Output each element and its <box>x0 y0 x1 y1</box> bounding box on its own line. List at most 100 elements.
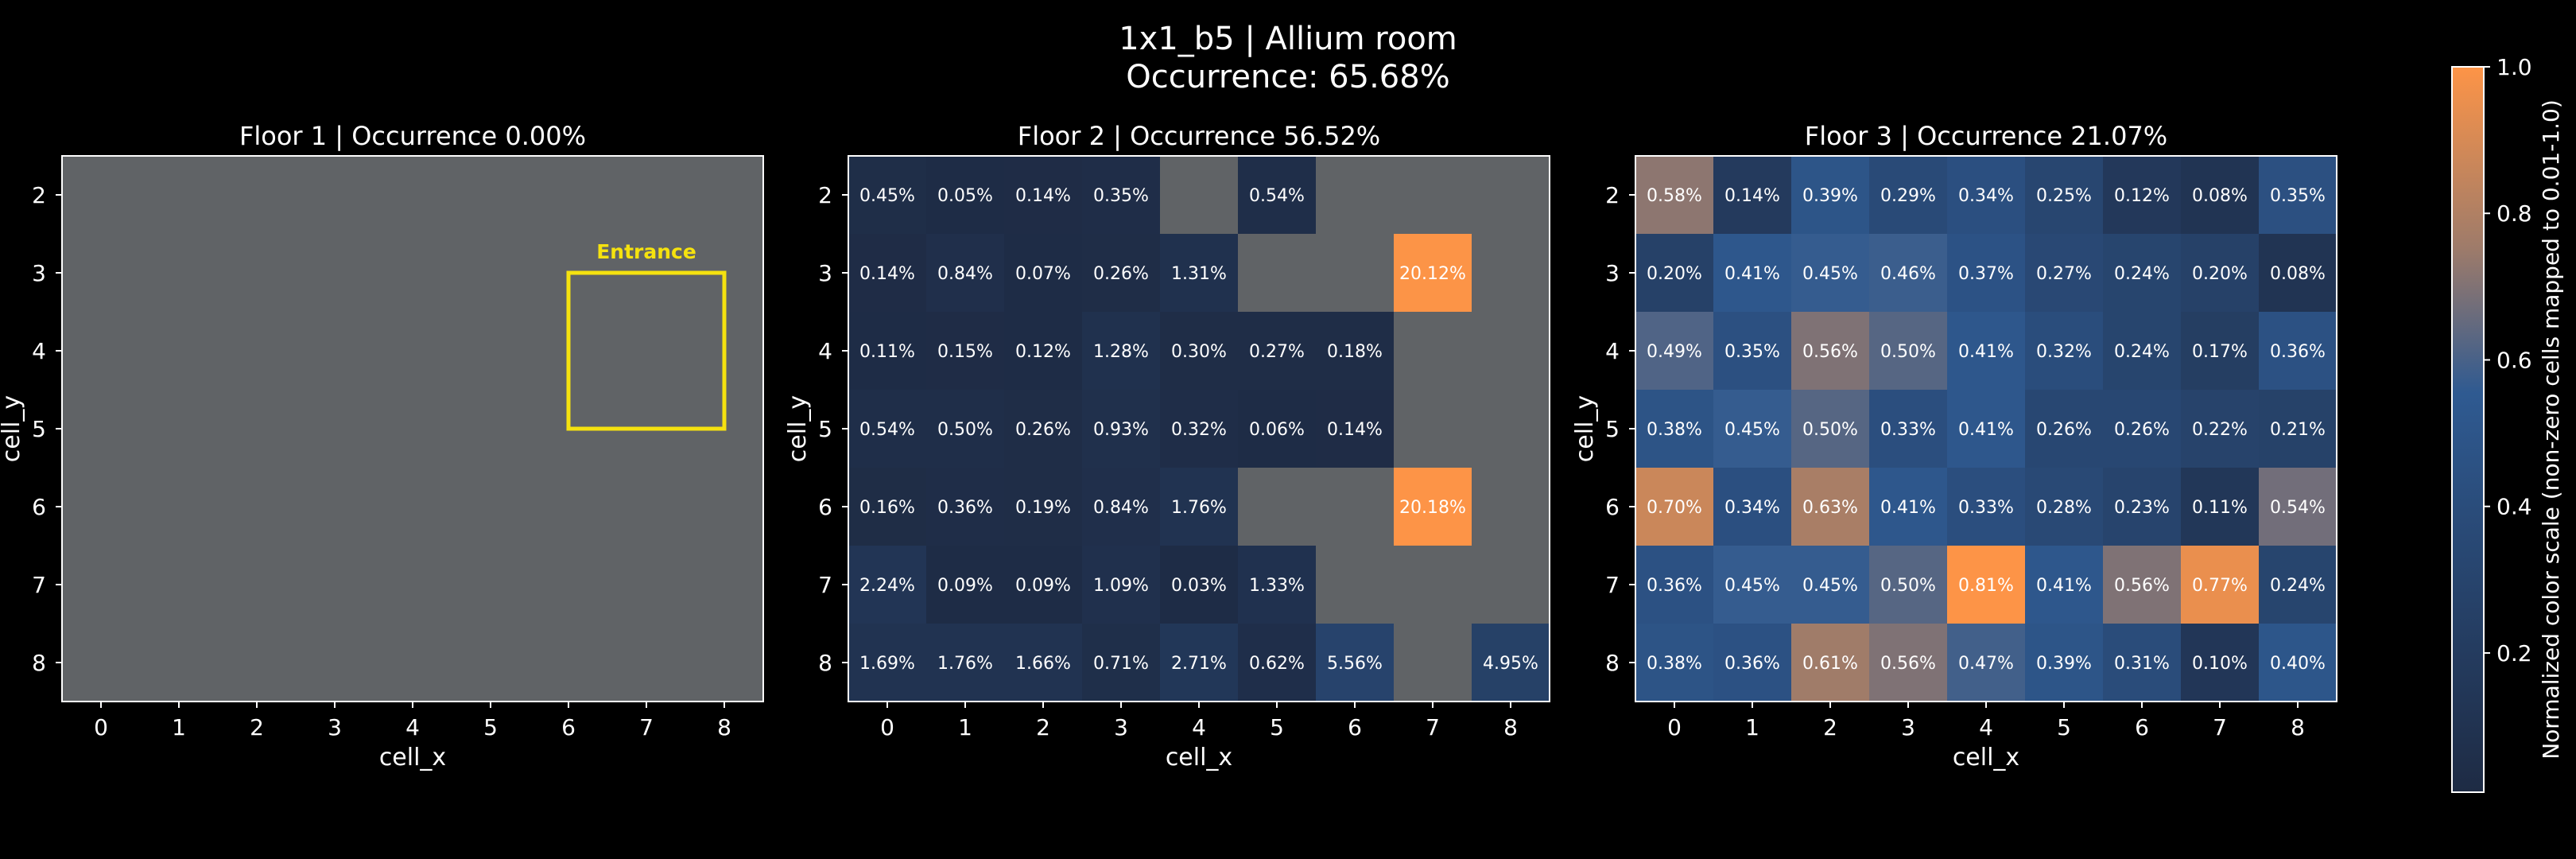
cell-value-label: 0.28% <box>2036 498 2092 518</box>
cell-value-label: 0.08% <box>2192 186 2248 206</box>
cell-value-label: 0.41% <box>1724 264 1780 284</box>
cell-value-label: 0.36% <box>2270 342 2326 362</box>
cell-value-label: 0.32% <box>2036 342 2092 362</box>
cell-value-label: 0.32% <box>1171 420 1227 440</box>
cell-value-label: 0.35% <box>1724 342 1780 362</box>
heatmap-cell <box>1238 312 1316 390</box>
cell-value-label: 0.26% <box>2114 420 2170 440</box>
heatmap-cell <box>1713 390 1791 468</box>
heatmap-cell <box>1082 312 1160 390</box>
x-tick-label: 1 <box>172 714 186 740</box>
cell-value-label: 20.12% <box>1399 264 1466 284</box>
x-tick-label: 7 <box>639 714 654 740</box>
heatmap-cell <box>1160 312 1238 390</box>
cell-value-label: 0.18% <box>1327 342 1383 362</box>
heatmap-cell <box>1635 234 1713 312</box>
heatmap-cell <box>1791 312 1869 390</box>
heatmap-cell <box>2181 156 2259 234</box>
cell-value-label: 0.41% <box>1958 420 2014 440</box>
cell-value-label: 0.11% <box>859 342 915 362</box>
heatmap-cell <box>926 156 1004 234</box>
heatmap-cell <box>1004 234 1082 312</box>
x-tick-label: 5 <box>483 714 498 740</box>
floor-panels: Floor 1 | Occurrence 0.00% 0 1 2 3 4 5 6 7 8 2 3 4 5 6… <box>0 121 2337 772</box>
cell-value-label: 1.31% <box>1171 264 1227 284</box>
heatmap-cell <box>1082 624 1160 702</box>
heatmap-cell <box>848 546 926 624</box>
heatmap-cell <box>2259 234 2337 312</box>
cell-value-label: 0.45% <box>859 186 915 206</box>
heatmap-cell <box>1238 624 1316 702</box>
cell-value-label: 2.71% <box>1171 654 1227 674</box>
cell-value-label: 0.21% <box>2270 420 2326 440</box>
heatmap-cell <box>1394 468 1472 546</box>
cell-value-label: 0.81% <box>1958 576 2014 596</box>
cell-value-label: 2.24% <box>859 576 915 596</box>
entrance-label: Entrance <box>596 240 696 263</box>
heatmap-cell <box>926 624 1004 702</box>
heatmap-cell <box>2025 156 2103 234</box>
cell-value-label: 0.36% <box>937 498 993 518</box>
cell-value-label: 1.28% <box>1093 342 1149 362</box>
entrance-marker <box>566 270 727 431</box>
heatmap-cell <box>1713 546 1791 624</box>
cell-value-label: 0.24% <box>2114 264 2170 284</box>
figure-subtitle: Occurrence: 65.68% <box>1126 59 1449 95</box>
figure-title: 1x1_b5 | Allium room <box>1119 21 1457 57</box>
heatmap-cell <box>1791 234 1869 312</box>
y-tick-label: 4 <box>818 338 832 364</box>
heatmap-cell <box>1869 624 1947 702</box>
cell-value-label: 0.54% <box>2270 498 2326 518</box>
y-tick-label: 7 <box>818 572 832 598</box>
x-tick-label: 5 <box>2057 714 2071 740</box>
heatmap-cell <box>2259 390 2337 468</box>
cell-value-label: 0.09% <box>937 576 993 596</box>
heatmap-cell <box>2025 390 2103 468</box>
heatmap-cell <box>1791 468 1869 546</box>
x-tick-label: 8 <box>2291 714 2305 740</box>
y-tick-label: 8 <box>1605 650 1620 676</box>
heatmap-cell <box>1472 624 1550 702</box>
heatmap-cell <box>2103 468 2181 546</box>
heatmap-cell <box>848 390 926 468</box>
heatmap-cell <box>2259 468 2337 546</box>
x-axis-label: cell_x <box>379 744 446 772</box>
cell-value-label: 0.41% <box>2036 576 2092 596</box>
cell-value-label: 0.10% <box>2192 654 2248 674</box>
cell-value-label: 0.14% <box>1327 420 1383 440</box>
y-tick-label: 2 <box>1605 182 1620 208</box>
cell-value-label: 0.27% <box>2036 264 2092 284</box>
heatmap-cell <box>926 546 1004 624</box>
heatmap-cell <box>2103 390 2181 468</box>
y-tick-label: 2 <box>32 182 46 208</box>
heatmap-cell <box>1082 546 1160 624</box>
cell-value-label: 0.34% <box>1724 498 1780 518</box>
heatmap-cell <box>926 312 1004 390</box>
heatmap-cell <box>1004 390 1082 468</box>
cell-value-label: 0.71% <box>1093 654 1149 674</box>
heatmap-cell <box>1316 624 1394 702</box>
cell-value-label: 0.14% <box>859 264 915 284</box>
cell-value-label: 0.56% <box>1802 342 1858 362</box>
x-tick-label: 5 <box>1270 714 1284 740</box>
cell-value-label: 0.14% <box>1015 186 1071 206</box>
heatmap-cell <box>1238 156 1316 234</box>
y-tick-label: 8 <box>818 650 832 676</box>
heatmap-cell <box>1160 390 1238 468</box>
heatmap-cell <box>2025 468 2103 546</box>
heatmap-cell <box>2103 312 2181 390</box>
x-tick-label: 1 <box>1745 714 1759 740</box>
y-tick-label: 6 <box>32 494 46 520</box>
panel-title: Floor 3 | Occurrence 21.07% <box>1805 121 2167 151</box>
heatmap-cell <box>1869 234 1947 312</box>
heatmap-cell <box>926 234 1004 312</box>
floor-panel-1: Floor 1 | Occurrence 0.00% 0 1 2 3 4 5 6 7 8 2 3 4 5 6… <box>0 121 764 772</box>
cell-value-label: 0.35% <box>2270 186 2326 206</box>
heatmap-cell <box>1004 312 1082 390</box>
cell-value-label: 0.84% <box>1093 498 1149 518</box>
cell-value-label: 0.39% <box>1802 186 1858 206</box>
y-tick-label: 6 <box>818 494 832 520</box>
heatmap-cell <box>2181 312 2259 390</box>
cell-value-label: 0.50% <box>1880 576 1936 596</box>
